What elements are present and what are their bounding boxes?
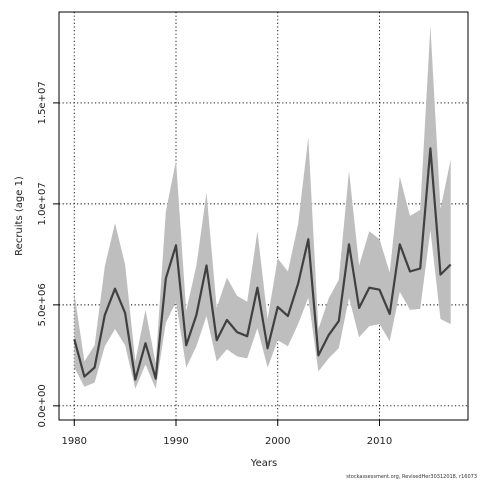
y-tick-label: 1.5e+07	[37, 81, 48, 124]
y-axis-ticks: 0.0e+00 5.0e+06 1.0e+07 1.5e+07	[37, 81, 59, 427]
x-tick-label: 2010	[367, 436, 392, 447]
plot-frame	[58, 11, 469, 421]
series-line-recruits	[73, 147, 452, 381]
x-axis-ticks: 1980 1990 2000 2010	[62, 420, 392, 447]
footer-credit: stockassessment.org, RevisedHer30312018,…	[346, 474, 477, 480]
y-tick-label: 5.0e+06	[37, 283, 48, 326]
x-tick-label: 1990	[163, 436, 188, 447]
y-tick-label: 1.0e+07	[37, 182, 48, 225]
y-tick-label: 0.0e+00	[37, 384, 48, 427]
y-axis-title: Recruits (age 1)	[14, 176, 25, 256]
x-axis-title: Years	[250, 458, 277, 469]
x-tick-label: 1980	[62, 436, 87, 447]
x-tick-label: 2000	[265, 436, 290, 447]
